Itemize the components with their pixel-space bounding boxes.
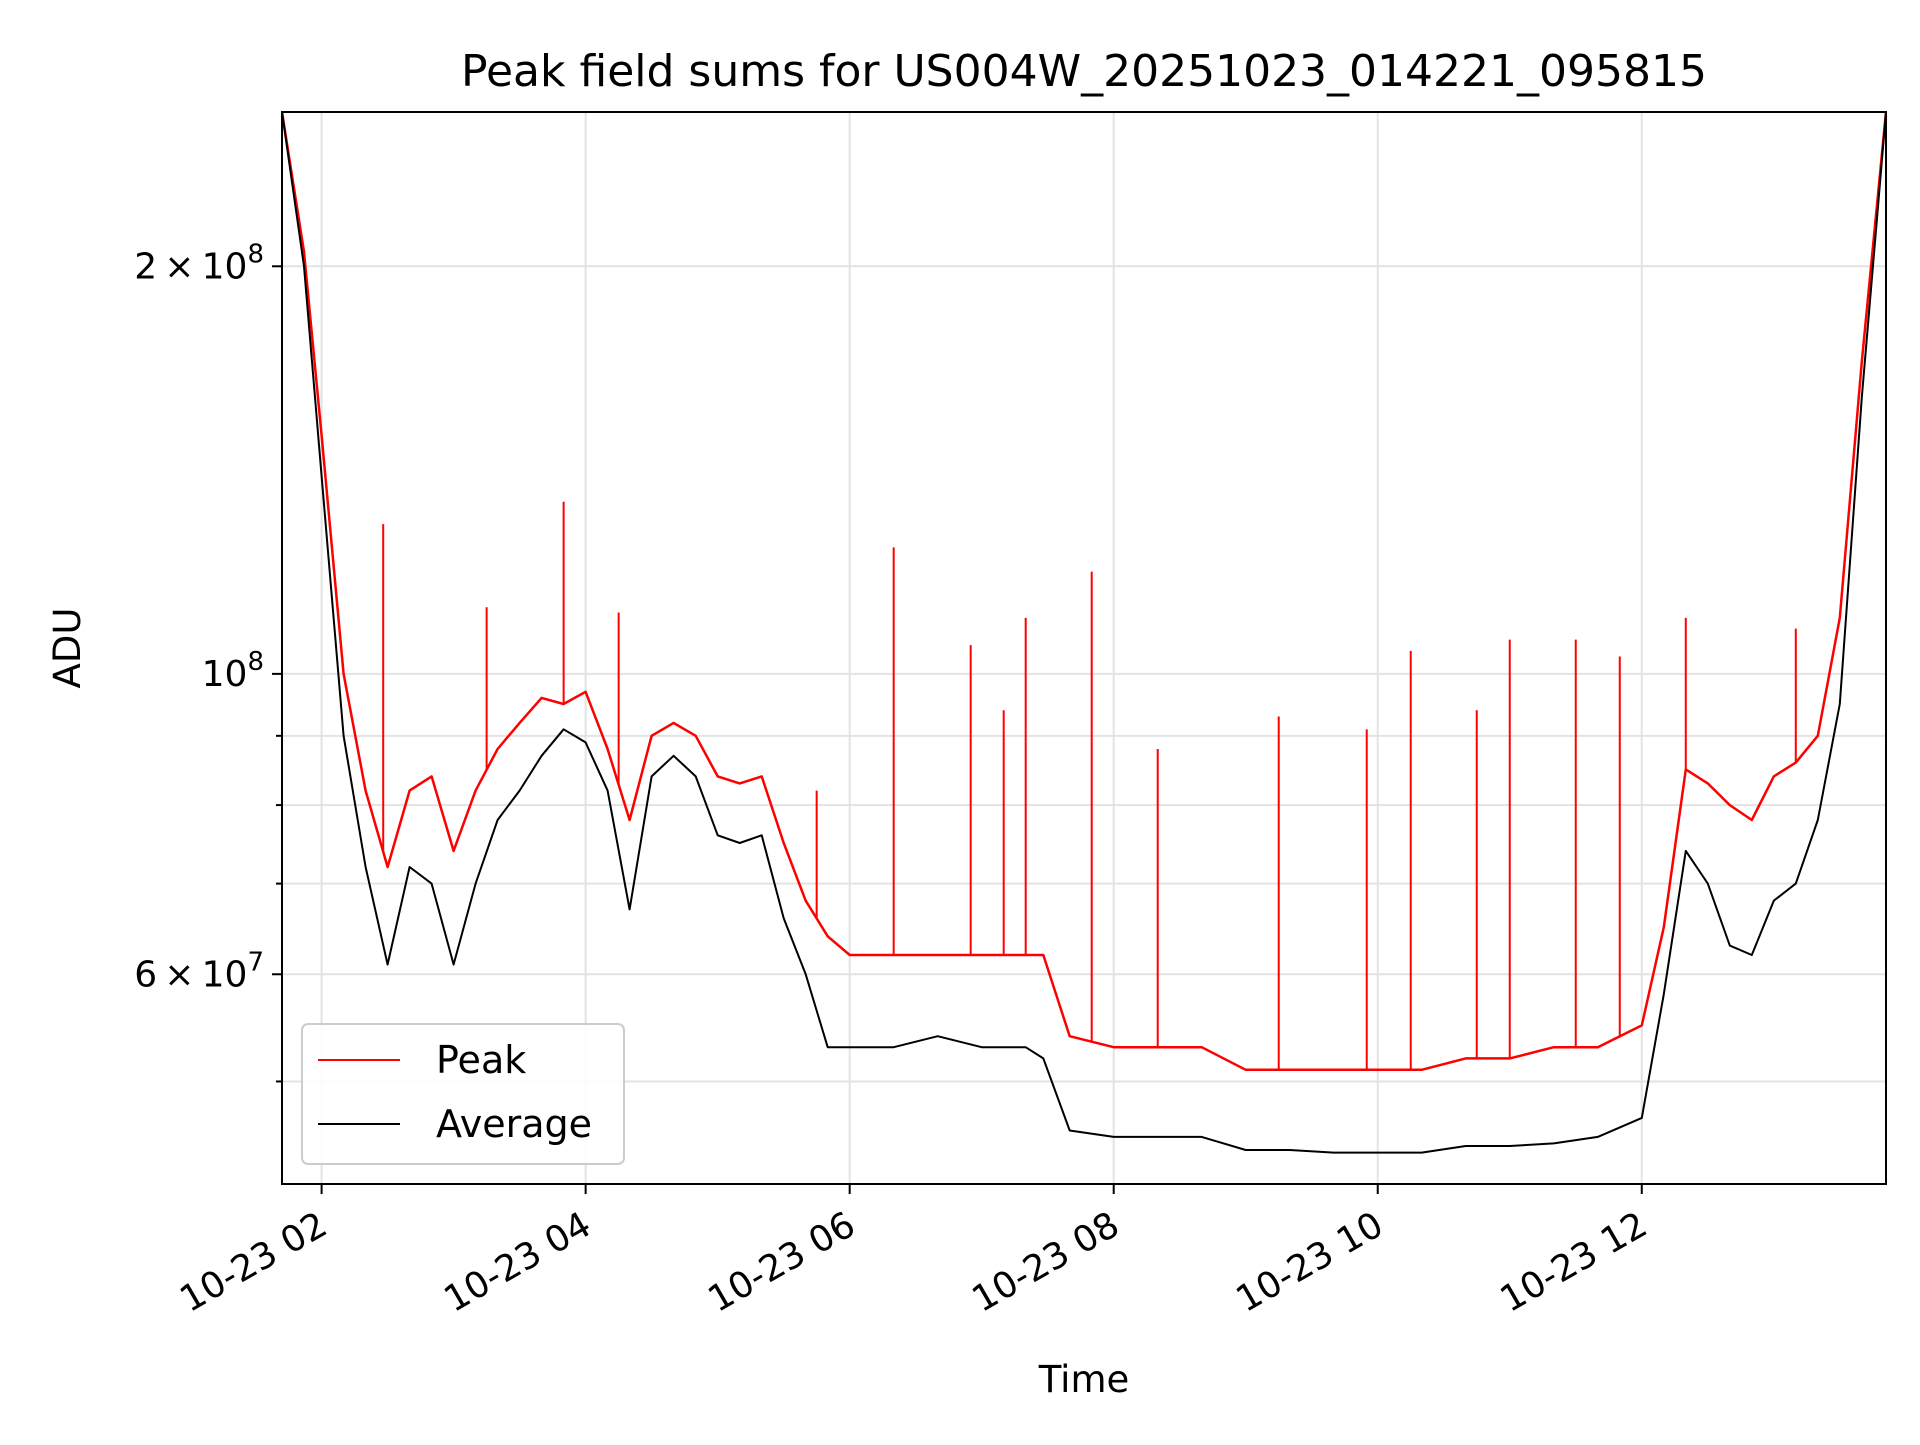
y-tick-label: 2 × 108 [134,239,264,287]
x-axis-label: Time [1038,1358,1130,1401]
axes-frame [281,111,1887,1185]
y-axis-label: ADU [46,608,89,689]
legend-label-average: Average [436,1102,592,1146]
y-tick-label: 6 × 107 [134,947,264,995]
grid [282,112,1886,1184]
y-tick-label: 108 [202,647,264,695]
series-line-average [282,112,1886,1154]
series-line-peak [282,112,1886,1072]
legend-label-peak: Peak [436,1038,526,1082]
chart-title: Peak field sums for US004W_20251023_0142… [461,46,1707,97]
series-group [282,112,1886,1154]
legend: Peak Average [301,1023,625,1165]
